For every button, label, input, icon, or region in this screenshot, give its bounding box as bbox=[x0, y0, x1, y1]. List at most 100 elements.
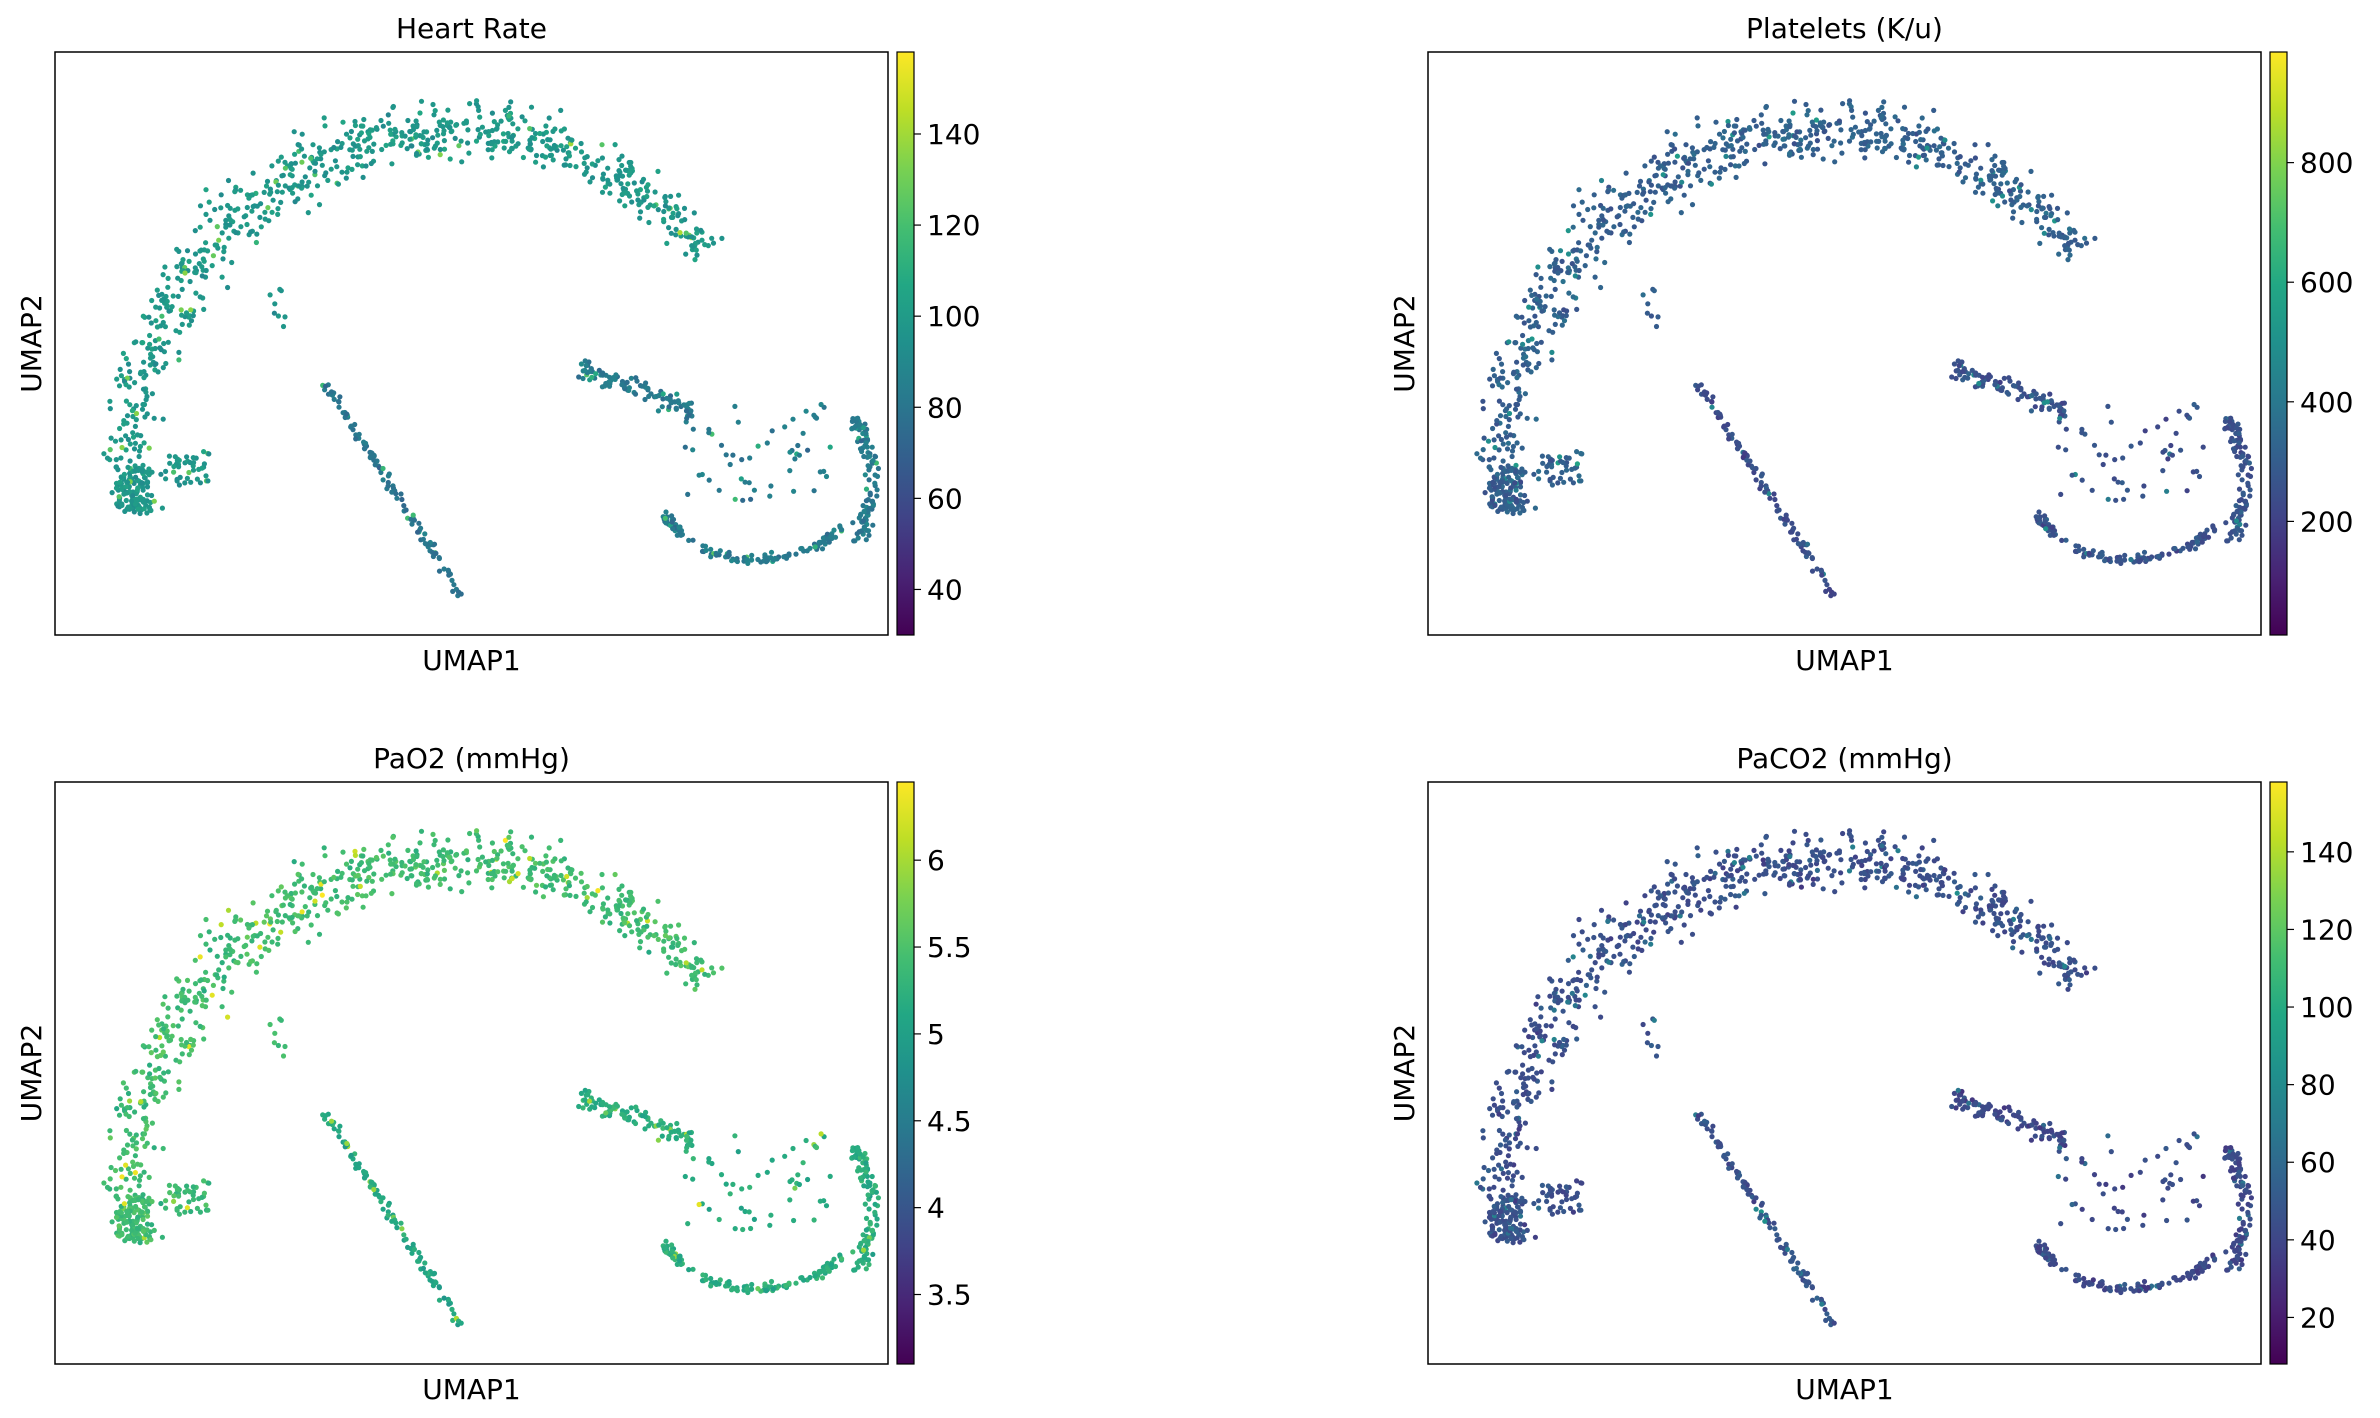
data-point bbox=[1680, 895, 1686, 901]
data-point bbox=[1759, 120, 1765, 126]
data-point bbox=[177, 1204, 183, 1210]
data-point bbox=[805, 1176, 811, 1183]
data-point bbox=[619, 153, 625, 159]
data-point bbox=[589, 374, 595, 380]
data-point bbox=[2067, 982, 2073, 988]
data-point bbox=[1502, 408, 1508, 414]
data-point bbox=[136, 1177, 143, 1183]
data-point bbox=[339, 169, 345, 175]
data-point bbox=[870, 1187, 876, 1193]
data-point bbox=[751, 487, 758, 493]
data-point bbox=[681, 935, 688, 941]
data-point bbox=[123, 1162, 129, 1168]
data-point bbox=[1705, 888, 1711, 894]
data-point bbox=[360, 853, 366, 859]
data-point bbox=[335, 868, 341, 875]
data-point bbox=[407, 866, 413, 872]
data-point bbox=[364, 878, 370, 884]
data-point bbox=[2238, 509, 2244, 515]
data-point bbox=[532, 130, 539, 137]
data-point bbox=[117, 479, 123, 485]
data-point bbox=[819, 1275, 826, 1281]
data-point bbox=[399, 140, 405, 146]
data-point bbox=[254, 933, 260, 939]
data-point bbox=[693, 226, 700, 232]
data-point bbox=[129, 498, 135, 504]
data-point bbox=[2169, 452, 2175, 458]
data-point bbox=[1708, 181, 1714, 187]
data-point bbox=[114, 376, 120, 382]
data-point bbox=[655, 1137, 662, 1143]
data-point bbox=[660, 396, 666, 402]
data-point bbox=[527, 137, 533, 143]
data-point bbox=[1751, 117, 1757, 124]
data-point bbox=[1549, 482, 1555, 488]
data-point bbox=[337, 394, 343, 400]
data-point bbox=[2042, 519, 2048, 525]
data-point bbox=[663, 1238, 669, 1244]
data-point bbox=[121, 1147, 127, 1153]
data-point bbox=[1951, 870, 1957, 876]
data-point bbox=[1795, 531, 1801, 537]
data-point bbox=[1660, 901, 1666, 908]
data-point bbox=[818, 401, 824, 408]
data-point bbox=[2057, 404, 2063, 410]
data-point bbox=[795, 442, 801, 449]
data-point bbox=[2061, 408, 2067, 414]
data-point bbox=[308, 155, 314, 161]
data-point bbox=[1992, 153, 1998, 159]
data-point bbox=[1496, 497, 1502, 504]
data-point bbox=[175, 1023, 181, 1029]
data-point bbox=[1496, 447, 1502, 453]
data-point bbox=[268, 189, 274, 195]
data-point bbox=[584, 165, 590, 171]
data-point bbox=[184, 248, 191, 254]
data-point bbox=[624, 379, 630, 385]
data-point bbox=[1734, 439, 1740, 445]
data-point bbox=[144, 510, 150, 516]
data-point bbox=[742, 479, 748, 485]
data-point bbox=[2083, 970, 2090, 976]
data-point bbox=[1578, 478, 1584, 484]
data-point bbox=[683, 960, 689, 966]
data-point bbox=[867, 1219, 873, 1225]
data-point bbox=[118, 455, 124, 461]
data-point bbox=[1579, 929, 1585, 935]
data-point bbox=[1500, 441, 1506, 447]
data-point bbox=[323, 170, 329, 176]
data-point bbox=[2163, 416, 2169, 422]
data-point bbox=[670, 526, 676, 532]
data-point bbox=[299, 179, 305, 185]
data-point bbox=[1973, 171, 1979, 177]
data-point bbox=[1758, 842, 1764, 848]
data-point bbox=[1559, 322, 1565, 328]
data-point bbox=[874, 493, 880, 499]
data-point bbox=[458, 1320, 464, 1326]
data-point bbox=[2113, 497, 2119, 503]
data-point bbox=[572, 875, 579, 881]
data-point bbox=[1936, 156, 1942, 162]
data-point bbox=[399, 130, 405, 136]
data-point bbox=[1627, 961, 1633, 967]
data-point bbox=[1991, 181, 1997, 187]
data-point bbox=[1685, 160, 1692, 166]
data-point bbox=[2184, 488, 2190, 494]
data-point bbox=[2156, 553, 2162, 560]
data-point bbox=[1514, 359, 1520, 365]
data-point bbox=[113, 457, 119, 463]
data-point bbox=[378, 117, 384, 124]
data-point bbox=[857, 421, 863, 428]
data-point bbox=[616, 897, 622, 904]
data-point bbox=[519, 114, 525, 120]
data-point bbox=[162, 324, 168, 330]
data-point bbox=[863, 1160, 869, 1166]
data-point bbox=[334, 164, 340, 170]
data-point bbox=[275, 211, 281, 217]
data-point bbox=[485, 147, 491, 153]
data-point bbox=[1514, 474, 1521, 481]
data-point bbox=[2236, 440, 2242, 446]
data-point bbox=[682, 946, 688, 952]
data-point bbox=[1523, 354, 1529, 360]
data-point bbox=[1513, 499, 1519, 505]
data-point bbox=[308, 885, 314, 891]
